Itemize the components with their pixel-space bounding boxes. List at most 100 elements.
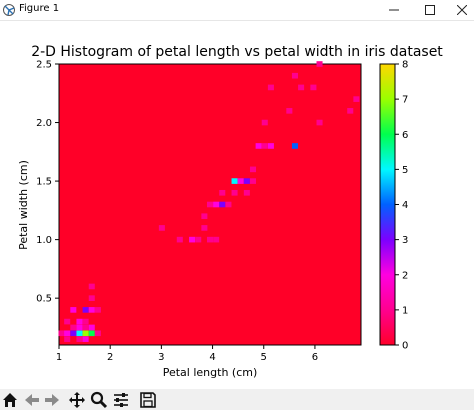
- forward-button[interactable]: [42, 390, 62, 410]
- minimize-icon: [389, 9, 399, 11]
- histogram-cell: [64, 330, 71, 337]
- histogram-cell: [201, 225, 208, 231]
- colorbar-tick-label: 8: [402, 60, 408, 71]
- histogram-cell: [70, 330, 77, 337]
- histogram-cell: [310, 84, 317, 91]
- colorbar-tick-label: 6: [402, 130, 408, 141]
- histogram-cell: [58, 330, 65, 337]
- histogram-cell: [243, 178, 250, 184]
- x-tick-label: 6: [312, 352, 318, 363]
- forward-arrow-icon: [45, 394, 59, 406]
- window-title: Figure 1: [19, 3, 60, 14]
- configure-subplots-button[interactable]: [111, 390, 131, 410]
- histogram-cell: [267, 143, 274, 149]
- histogram-cell: [82, 318, 89, 325]
- y-tick-label: 2.0: [36, 118, 52, 129]
- histogram-cell: [176, 236, 183, 243]
- histogram-cell: [231, 189, 238, 196]
- histogram-cell: [213, 201, 220, 208]
- close-icon: [457, 5, 467, 15]
- histogram-cell: [261, 143, 268, 149]
- colorbar: [379, 63, 396, 346]
- histogram-cell: [195, 236, 202, 243]
- x-tick-label: 4: [209, 352, 215, 363]
- home-button[interactable]: [0, 390, 20, 410]
- histogram-cell: [286, 108, 293, 114]
- window-titlebar: Figure 1: [0, 0, 474, 21]
- close-button[interactable]: [447, 0, 474, 20]
- y-tick-label: 1.0: [36, 235, 52, 246]
- histogram-cell: [70, 307, 77, 313]
- histogram-cell: [189, 236, 196, 243]
- histogram-cell: [255, 143, 262, 149]
- histogram-cell: [76, 318, 83, 325]
- histogram-cell: [64, 318, 71, 325]
- histogram-cell: [347, 108, 354, 114]
- histogram-cell: [291, 72, 298, 79]
- histogram-cell: [64, 336, 71, 342]
- histogram-cell: [201, 213, 208, 220]
- histogram-cell: [219, 189, 226, 196]
- maximize-button[interactable]: [415, 0, 445, 20]
- colorbar-tick-label: 2: [402, 270, 408, 281]
- histogram-cell: [88, 324, 95, 331]
- histogram-cell: [231, 178, 238, 184]
- y-tick-label: 1.5: [36, 177, 52, 188]
- histogram-cell: [249, 178, 257, 184]
- minimize-button[interactable]: [379, 0, 409, 20]
- histogram-cell: [298, 84, 305, 91]
- configure-subplots-icon: [114, 393, 128, 407]
- colorbar-ticks: 0 1 2 3 4 5 6 7 8: [395, 60, 408, 352]
- histogram-cell: [88, 283, 95, 290]
- back-arrow-icon: [25, 394, 39, 406]
- navigation-toolbar: [0, 389, 474, 410]
- home-icon: [3, 393, 17, 407]
- histogram-cells: [58, 61, 360, 342]
- colorbar-tick-label: 3: [402, 235, 408, 246]
- colorbar-tick-label: 1: [402, 305, 408, 316]
- histogram-cell: [261, 119, 268, 126]
- histogram-cell: [206, 236, 214, 243]
- pan-button[interactable]: [67, 390, 87, 410]
- histogram-cell: [206, 201, 214, 208]
- histogram-cell: [94, 330, 101, 337]
- y-axis: 0.5 1.0 1.5 2.0 2.5: [36, 60, 59, 305]
- histogram-cell: [225, 201, 232, 208]
- histogram-cell: [316, 119, 323, 126]
- y-tick-label: 2.5: [36, 60, 52, 71]
- y-axis-label: Petal width (cm): [17, 160, 30, 250]
- histogram-cell: [237, 178, 244, 184]
- histogram-cell: [76, 330, 83, 337]
- histogram-cell: [82, 330, 89, 337]
- histogram-cell: [353, 96, 360, 102]
- histogram-cell: [158, 225, 165, 231]
- histogram-cell: [88, 295, 95, 301]
- zoom-button[interactable]: [89, 390, 109, 410]
- zoom-icon: [90, 391, 108, 409]
- histogram-cell: [82, 336, 89, 342]
- matplotlib-app-icon: [3, 4, 15, 16]
- histogram-cell: [82, 307, 89, 313]
- x-tick-label: 5: [261, 352, 267, 363]
- x-tick-label: 1: [56, 352, 62, 363]
- figure-canvas[interactable]: 1 2 3 4 5 6 0.5 1.0 1.5 2.0 2.5 Petal length (cm)…: [0, 0, 474, 389]
- chart-title: 2-D Histogram of petal length vs petal w…: [31, 44, 443, 60]
- save-icon: [140, 392, 156, 408]
- histogram-cell: [316, 61, 323, 67]
- histogram-cell: [291, 143, 298, 149]
- x-axis: 1 2 3 4 5 6: [56, 345, 318, 363]
- colorbar-tick-label: 0: [402, 341, 408, 352]
- histogram-cell: [213, 236, 220, 243]
- y-tick-label: 0.5: [36, 294, 52, 305]
- save-button[interactable]: [138, 390, 158, 410]
- x-axis-label: Petal length (cm): [163, 366, 258, 379]
- histogram-cell: [88, 307, 95, 313]
- colorbar-tick-label: 7: [402, 95, 408, 106]
- maximize-icon: [425, 5, 435, 15]
- pan-icon: [69, 392, 85, 408]
- histogram-cell: [243, 189, 250, 196]
- colorbar-tick-label: 5: [402, 165, 408, 176]
- histogram-cell: [267, 84, 274, 91]
- x-tick-label: 3: [158, 352, 164, 363]
- back-button[interactable]: [22, 390, 42, 410]
